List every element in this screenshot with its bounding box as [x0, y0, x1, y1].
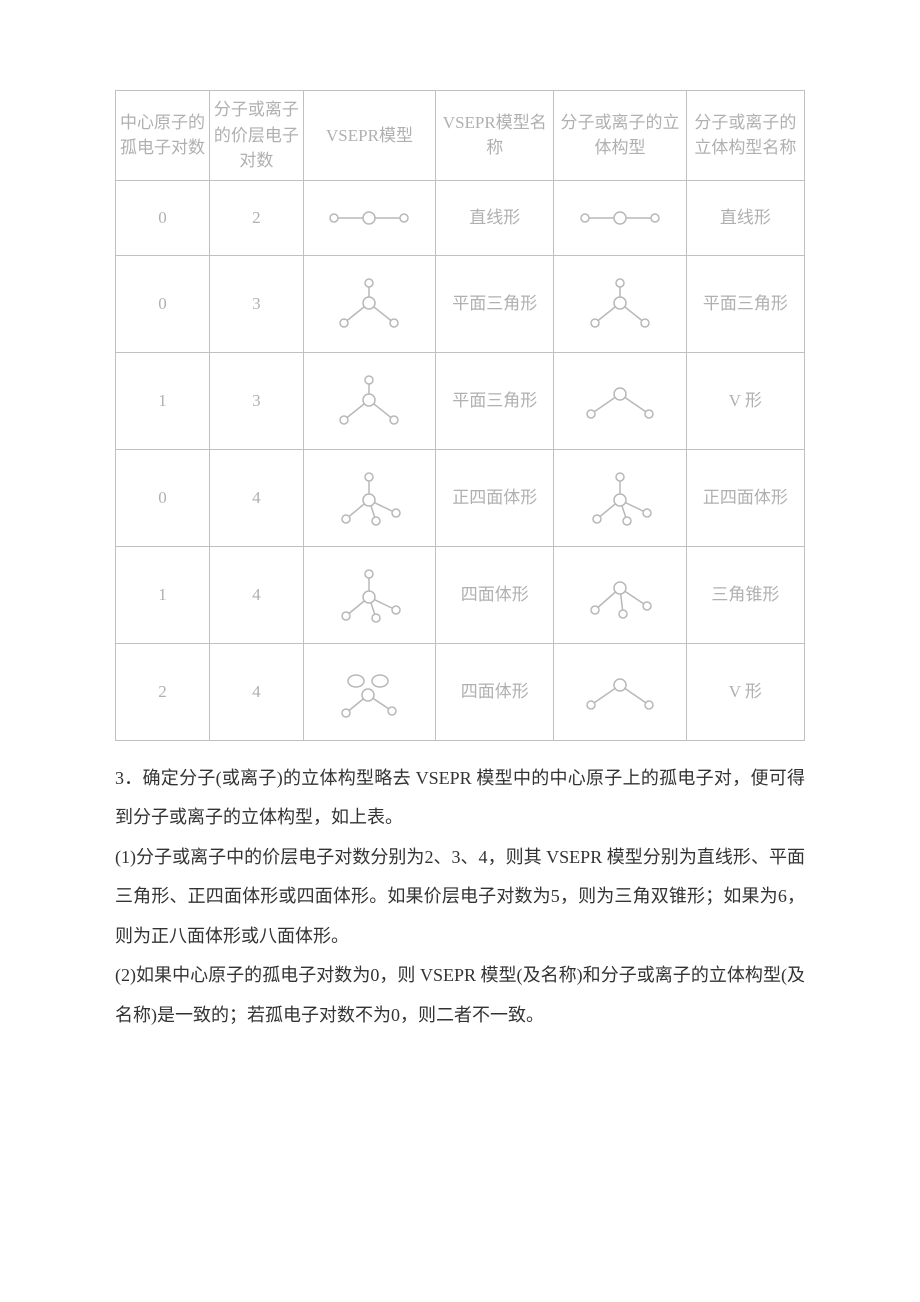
cell-vsepr-diagram: [303, 449, 435, 546]
cell-geometry-name: V 形: [686, 643, 804, 740]
cell-geometry-diagram: [554, 255, 686, 352]
table-row: 02 直线形 直线形: [116, 180, 805, 255]
cell-geometry-name: 直线形: [686, 180, 804, 255]
cell-vsepr-diagram: [303, 255, 435, 352]
cell-vsepr-name: 直线形: [436, 180, 554, 255]
cell-valence-pairs: 3: [209, 352, 303, 449]
cell-vsepr-diagram: [303, 546, 435, 643]
col-geometry: 分子或离子的立体构型: [554, 91, 686, 181]
cell-valence-pairs: 2: [209, 180, 303, 255]
paragraph-2: (2)如果中心原子的孤电子对数为0，则 VSEPR 模型(及名称)和分子或离子的…: [115, 956, 805, 1035]
cell-vsepr-diagram: [303, 180, 435, 255]
cell-lone-pairs: 0: [116, 449, 210, 546]
paragraph-3: 3．确定分子(或离子)的立体构型略去 VSEPR 模型中的中心原子上的孤电子对，…: [115, 759, 805, 838]
cell-lone-pairs: 2: [116, 643, 210, 740]
cell-lone-pairs: 1: [116, 352, 210, 449]
vsepr-table: 中心原子的孤电子对数 分子或离子的价层电子对数 VSEPR模型 VSEPR模型名…: [115, 90, 805, 741]
cell-valence-pairs: 3: [209, 255, 303, 352]
cell-vsepr-name: 四面体形: [436, 643, 554, 740]
cell-geometry-diagram: [554, 449, 686, 546]
cell-geometry-diagram: [554, 546, 686, 643]
cell-valence-pairs: 4: [209, 546, 303, 643]
cell-vsepr-name: 平面三角形: [436, 352, 554, 449]
cell-lone-pairs: 1: [116, 546, 210, 643]
cell-geometry-diagram: [554, 352, 686, 449]
cell-geometry-diagram: [554, 180, 686, 255]
table-row: 14 四面体形 三角锥形: [116, 546, 805, 643]
col-lone-pairs: 中心原子的孤电子对数: [116, 91, 210, 181]
cell-geometry-name: 平面三角形: [686, 255, 804, 352]
cell-valence-pairs: 4: [209, 449, 303, 546]
table-row: 24 四面体形 V 形: [116, 643, 805, 740]
paragraph-1: (1)分子或离子中的价层电子对数分别为2、3、4，则其 VSEPR 模型分别为直…: [115, 838, 805, 957]
cell-geometry-name: 正四面体形: [686, 449, 804, 546]
cell-vsepr-diagram: [303, 643, 435, 740]
cell-vsepr-name: 四面体形: [436, 546, 554, 643]
col-vsepr-name: VSEPR模型名称: [436, 91, 554, 181]
cell-vsepr-name: 平面三角形: [436, 255, 554, 352]
cell-geometry-diagram: [554, 643, 686, 740]
table-header-row: 中心原子的孤电子对数 分子或离子的价层电子对数 VSEPR模型 VSEPR模型名…: [116, 91, 805, 181]
col-vsepr-model: VSEPR模型: [303, 91, 435, 181]
table-row: 03 平面三角形 平面三角形: [116, 255, 805, 352]
col-geometry-name: 分子或离子的立体构型名称: [686, 91, 804, 181]
cell-geometry-name: V 形: [686, 352, 804, 449]
cell-geometry-name: 三角锥形: [686, 546, 804, 643]
table-row: 04 正四面体形 正四面体形: [116, 449, 805, 546]
cell-lone-pairs: 0: [116, 255, 210, 352]
cell-vsepr-diagram: [303, 352, 435, 449]
cell-lone-pairs: 0: [116, 180, 210, 255]
cell-valence-pairs: 4: [209, 643, 303, 740]
col-valence-pairs: 分子或离子的价层电子对数: [209, 91, 303, 181]
cell-vsepr-name: 正四面体形: [436, 449, 554, 546]
table-row: 13 平面三角形 V 形: [116, 352, 805, 449]
